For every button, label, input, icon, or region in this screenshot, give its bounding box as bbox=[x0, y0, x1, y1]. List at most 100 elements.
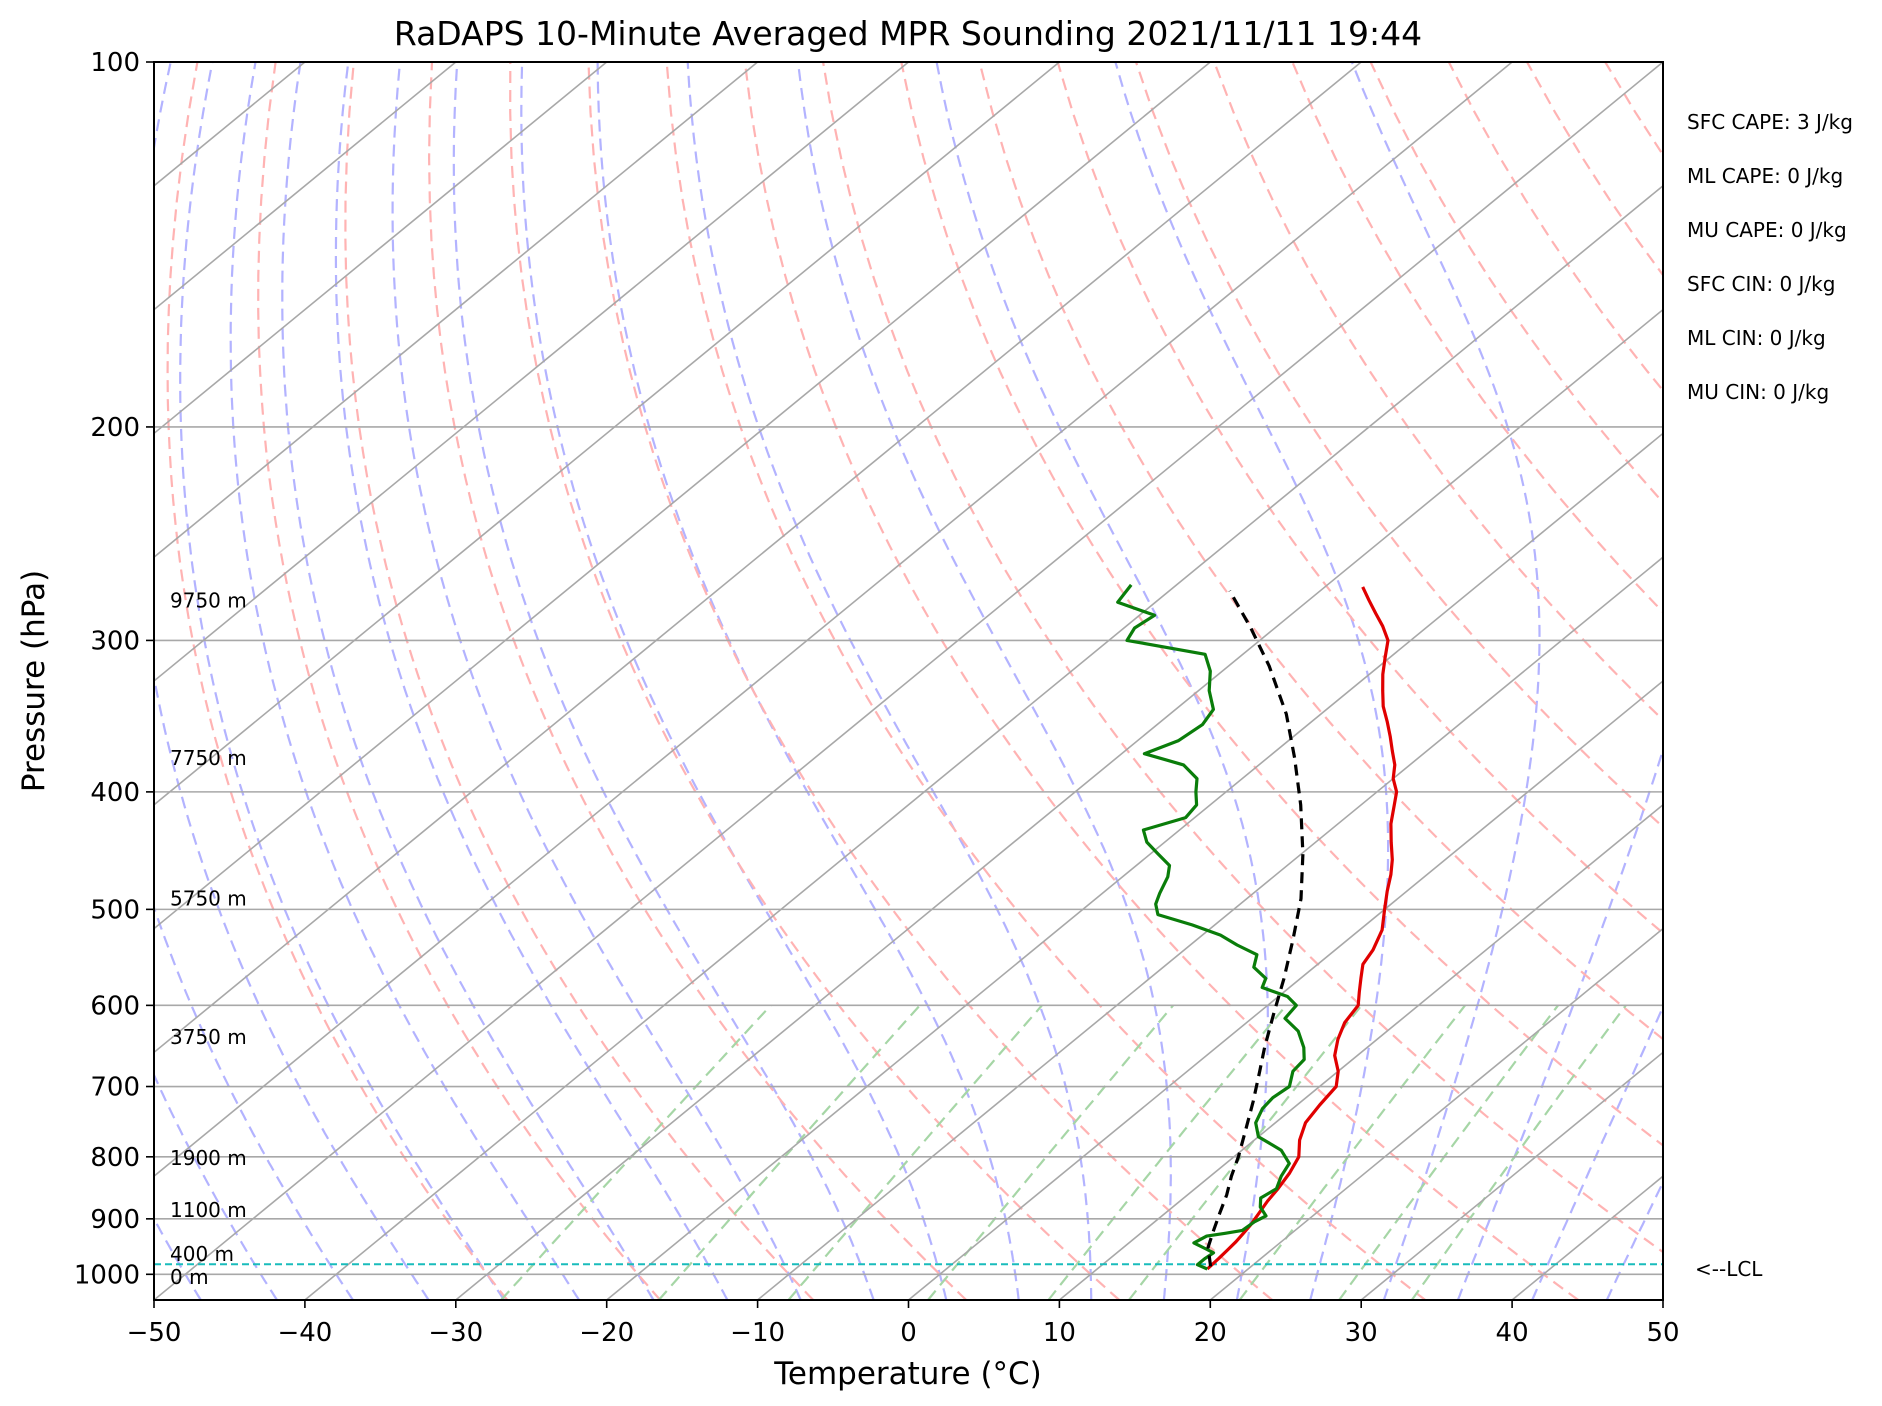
moist-adiabat-line bbox=[935, 62, 1269, 1300]
isotherm-line bbox=[154, 62, 1211, 930]
y-tick-label: 600 bbox=[90, 991, 140, 1021]
dry-adiabat-line bbox=[900, 62, 1663, 1147]
moist-adiabat-line bbox=[391, 62, 802, 1300]
moist-adiabat-line bbox=[154, 904, 354, 1300]
moist-adiabat-line bbox=[281, 62, 655, 1300]
moist-adiabat-line bbox=[179, 62, 506, 1300]
y-tick-label: 400 bbox=[90, 778, 140, 808]
moist-adiabat-line bbox=[796, 62, 1172, 1300]
dry-adiabat-line bbox=[822, 62, 1663, 1254]
y-axis-label: Pressure (hPa) bbox=[16, 570, 52, 792]
stability-indices: SFC CAPE: 3 J/kg ML CAPE: 0 J/kg MU CAPE: … bbox=[1687, 110, 1853, 404]
moist-adiabat-line bbox=[452, 62, 875, 1300]
isotherm-line bbox=[154, 62, 1362, 1054]
mixing-ratio-line bbox=[1238, 1004, 1466, 1300]
moist-adiabat-line bbox=[520, 62, 948, 1300]
height-label: 5750 m bbox=[170, 887, 247, 911]
height-label: 400 m bbox=[170, 1242, 234, 1266]
isotherm-line bbox=[154, 62, 910, 683]
sounding-series bbox=[1116, 583, 1399, 1271]
isotherm-line bbox=[154, 62, 1060, 806]
dry-adiabat-line bbox=[509, 62, 1121, 1300]
y-tick-label: 1000 bbox=[74, 1260, 140, 1290]
isotherm-line bbox=[606, 432, 1663, 1300]
isotherm-line bbox=[154, 62, 457, 311]
moist-adiabats bbox=[154, 62, 1663, 1300]
isotherm-line bbox=[907, 679, 1663, 1300]
x-tick-label: 0 bbox=[900, 1318, 917, 1348]
dry-adiabat-line bbox=[257, 62, 662, 1300]
x-tick-label: 10 bbox=[1043, 1318, 1076, 1348]
moist-adiabat-line bbox=[154, 62, 430, 1300]
x-axis-ticks: −50 −40 −30 −20 −10 0 10 20 30 40 50 bbox=[127, 1300, 1680, 1348]
mixing-ratio-line bbox=[1410, 1004, 1627, 1300]
index-label: ML CAPE: 0 J/kg bbox=[1687, 164, 1843, 188]
mixing-ratio-line bbox=[1047, 1004, 1287, 1300]
plot-area bbox=[154, 62, 1663, 1300]
height-label: 3750 m bbox=[170, 1025, 247, 1049]
dry-adiabat-line bbox=[427, 62, 968, 1300]
y-tick-label: 100 bbox=[90, 48, 140, 78]
isotherm-line bbox=[154, 62, 1513, 1178]
moist-adiabat-line bbox=[154, 1072, 278, 1300]
isotherm-line bbox=[154, 62, 1663, 1300]
isotherm-line bbox=[757, 556, 1663, 1300]
x-tick-label: 50 bbox=[1646, 1318, 1679, 1348]
x-tick-label: 20 bbox=[1194, 1318, 1227, 1348]
isotherm-line bbox=[1360, 1051, 1663, 1300]
moist-adiabat-line bbox=[1350, 62, 1541, 1300]
y-tick-label: 800 bbox=[90, 1143, 140, 1173]
height-label: 0 m bbox=[170, 1265, 209, 1289]
lcl-label: <--LCL bbox=[1695, 1257, 1763, 1281]
x-tick-label: 30 bbox=[1345, 1318, 1378, 1348]
dry-adiabat-line bbox=[665, 62, 1426, 1300]
isotherm-line bbox=[154, 62, 608, 435]
index-label: SFC CAPE: 3 J/kg bbox=[1687, 110, 1853, 134]
x-axis-label: Temperature (°C) bbox=[773, 1356, 1042, 1392]
index-label: SFC CIN: 0 J/kg bbox=[1687, 272, 1835, 296]
x-tick-label: −10 bbox=[730, 1318, 785, 1348]
moist-adiabat-line bbox=[596, 62, 1020, 1300]
height-label: 1900 m bbox=[170, 1146, 247, 1170]
mixing-ratio-lines bbox=[500, 1004, 1627, 1300]
x-tick-label: −50 bbox=[127, 1318, 182, 1348]
index-label: ML CIN: 0 J/kg bbox=[1687, 326, 1826, 350]
isotherm-line bbox=[1209, 927, 1663, 1300]
chart-title: RaDAPS 10-Minute Averaged MPR Sounding 2… bbox=[394, 14, 1422, 53]
dry-adiabat-line bbox=[1213, 62, 1663, 722]
moist-adiabat-line bbox=[334, 62, 729, 1300]
y-tick-label: 700 bbox=[90, 1073, 140, 1103]
mixing-ratio-line bbox=[1338, 1004, 1559, 1300]
index-label: MU CAPE: 0 J/kg bbox=[1687, 218, 1847, 242]
y-tick-label: 900 bbox=[90, 1205, 140, 1235]
index-label: MU CIN: 0 J/kg bbox=[1687, 380, 1829, 404]
height-label: 7750 m bbox=[170, 746, 247, 770]
dewpoint-line bbox=[1116, 583, 1306, 1271]
temperature-line bbox=[1206, 586, 1399, 1271]
isotherm-line bbox=[154, 62, 759, 559]
mixing-ratio-line bbox=[500, 1004, 772, 1300]
mixing-ratio-line bbox=[787, 1004, 1043, 1300]
x-tick-label: 40 bbox=[1496, 1318, 1529, 1348]
isotherm-line bbox=[304, 184, 1663, 1300]
moist-adiabat-line bbox=[686, 62, 1093, 1300]
y-axis-ticks: 100 200 300 400 500 600 700 800 900 1000 bbox=[74, 48, 154, 1290]
moist-adiabat-line bbox=[1605, 1179, 1663, 1300]
mixing-ratio-line bbox=[657, 1004, 921, 1300]
y-tick-label: 300 bbox=[90, 626, 140, 656]
x-tick-label: −30 bbox=[428, 1318, 483, 1348]
isobars bbox=[154, 62, 1663, 1276]
dry-adiabat-line bbox=[166, 62, 509, 1300]
height-label: 9750 m bbox=[170, 588, 247, 612]
isotherm-line bbox=[1058, 803, 1663, 1300]
y-tick-label: 500 bbox=[90, 895, 140, 925]
parcel-line bbox=[1206, 590, 1305, 1267]
x-tick-label: −40 bbox=[277, 1318, 332, 1348]
height-label: 1100 m bbox=[170, 1198, 247, 1222]
x-tick-label: −20 bbox=[579, 1318, 634, 1348]
dry-adiabat-line bbox=[1291, 62, 1663, 614]
y-tick-label: 200 bbox=[90, 413, 140, 443]
